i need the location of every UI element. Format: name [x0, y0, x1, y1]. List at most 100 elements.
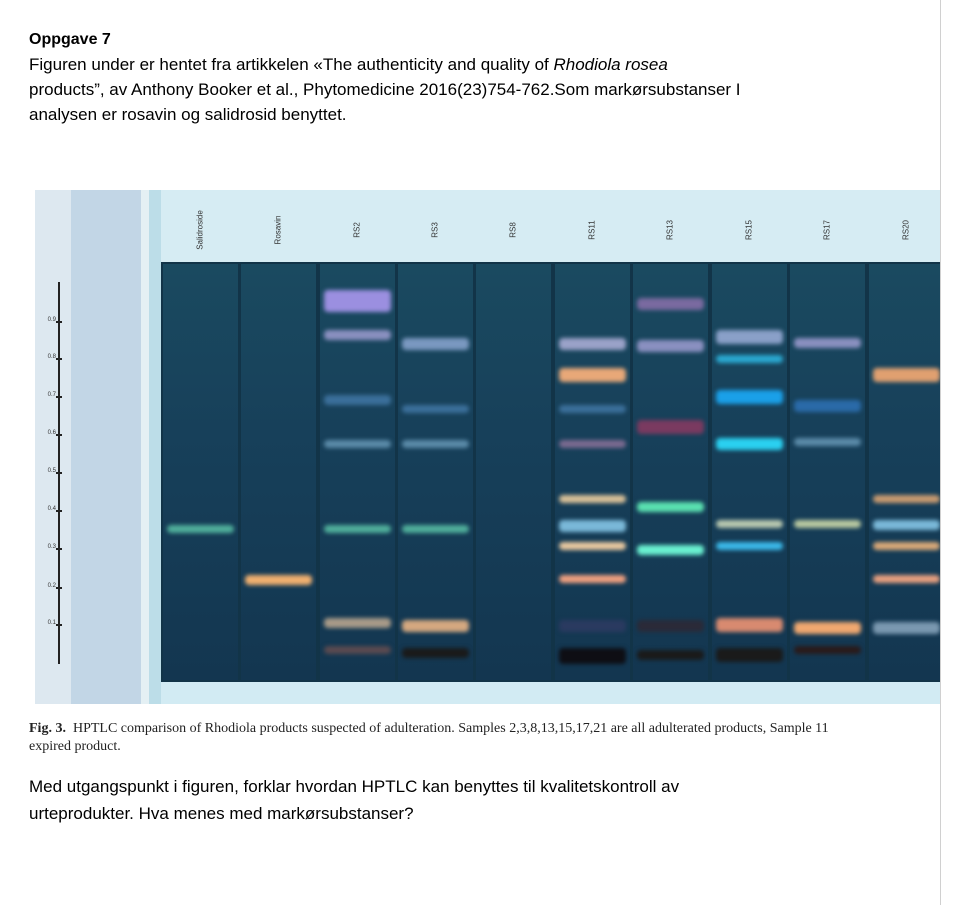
lane-band	[167, 525, 234, 533]
lane-band	[794, 622, 861, 634]
lane-label: Salidroside	[193, 200, 207, 260]
lane-rs15	[712, 264, 787, 680]
lane-band	[559, 440, 626, 448]
question-paragraph: Med utgangspunkt i figuren, forklar hvor…	[29, 773, 909, 827]
lane-band	[637, 502, 704, 512]
rf-tick	[56, 587, 62, 589]
rf-tick-label: 0.2	[47, 583, 56, 589]
lane-label-text: RS13	[665, 219, 675, 241]
caption-line-1: Fig. 3. HPTLC comparison of Rhodiola pro…	[29, 720, 939, 738]
rf-tick-label: 0.5	[47, 468, 56, 474]
rf-tick-label: 0.7	[47, 392, 56, 398]
lane-rs17	[790, 264, 865, 680]
rf-tick	[56, 624, 62, 626]
lane-rs11	[555, 264, 630, 680]
rf-tick	[56, 548, 62, 550]
lane-band	[794, 438, 861, 446]
lane-label-text: RS3	[430, 222, 440, 238]
rf-tick-label: 0.4	[47, 506, 56, 512]
intro-line-1-text: Figuren under er hentet fra artikkelen «…	[29, 55, 554, 74]
lane-band	[559, 542, 626, 550]
lane-band	[559, 575, 626, 583]
species-name: Rhodiola rosea	[553, 55, 668, 74]
lane-label: RS13	[663, 200, 677, 260]
lane-label: RS3	[428, 200, 442, 260]
lane-label: RS8	[506, 200, 520, 260]
lane-label: RS11	[585, 200, 599, 260]
intro-paragraph: Figuren under er hentet fra artikkelen «…	[29, 52, 829, 127]
lane-band	[324, 440, 391, 448]
figure-margin-panel	[35, 190, 71, 704]
lane-band	[559, 620, 626, 632]
lane-rs20	[869, 264, 940, 680]
lane-band	[637, 545, 704, 555]
lane-label-text: RS8	[508, 222, 518, 238]
lane-label: RS20	[899, 200, 913, 260]
figure-divider	[141, 190, 149, 704]
caption-text-1: HPTLC comparison of Rhodiola products su…	[72, 721, 829, 736]
lane-salidroside	[163, 264, 238, 680]
lane-band	[873, 622, 940, 634]
rf-tick-label: 0.6	[47, 430, 56, 436]
lane-label-text: RS17	[822, 219, 832, 241]
lane-band	[716, 542, 783, 550]
rf-tick	[56, 472, 62, 474]
lane-band	[637, 650, 704, 660]
lane-band	[716, 618, 783, 632]
lane-label: RS15	[742, 200, 756, 260]
lane-band	[716, 520, 783, 528]
lane-band	[324, 646, 391, 654]
intro-line-1: Figuren under er hentet fra artikkelen «…	[29, 52, 829, 77]
lane-label-text: Salidroside	[195, 210, 205, 250]
lane-label: RS17	[820, 200, 834, 260]
question-line-2: urteprodukter. Hva menes med markørsubst…	[29, 804, 414, 823]
rf-tick-label: 0.1	[47, 620, 56, 626]
lane-band	[559, 368, 626, 382]
lane-band	[324, 330, 391, 340]
figure-side-panel	[71, 190, 141, 704]
lane-band	[873, 368, 940, 382]
task-heading: Oppgave 7	[29, 31, 111, 48]
lane-rosavin	[241, 264, 316, 680]
lane-band	[794, 646, 861, 654]
lane-band	[559, 338, 626, 350]
lane-band	[324, 618, 391, 628]
rf-tick-label: 0.9	[47, 317, 56, 323]
rf-tick	[56, 434, 62, 436]
rf-tick	[56, 358, 62, 360]
lane-band	[794, 400, 861, 412]
lane-rs8	[476, 264, 551, 680]
lane-band	[402, 405, 469, 413]
lane-rs3	[398, 264, 473, 680]
lane-label-text: RS2	[352, 222, 362, 238]
intro-line-3: analysen er rosavin og salidrosid benytt…	[29, 105, 347, 124]
lane-band	[559, 495, 626, 503]
lane-band	[245, 575, 312, 585]
lane-band	[324, 525, 391, 533]
lane-band	[716, 438, 783, 450]
lane-band	[873, 542, 940, 550]
page-edge	[940, 0, 941, 905]
lane-label-text: RS15	[744, 219, 754, 241]
lane-band	[716, 648, 783, 662]
lane-band	[402, 525, 469, 533]
lane-label-text: Rosavin	[273, 215, 283, 245]
rf-tick-label: 0.3	[47, 544, 56, 550]
lane-band	[559, 405, 626, 413]
figure-caption: Fig. 3. HPTLC comparison of Rhodiola pro…	[29, 720, 939, 756]
lane-band	[873, 575, 940, 583]
lane-band	[716, 355, 783, 363]
question-line-1: Med utgangspunkt i figuren, forklar hvor…	[29, 777, 680, 796]
lane-band	[637, 298, 704, 310]
lane-band	[873, 495, 940, 503]
rf-tick	[56, 510, 62, 512]
lane-label: Rosavin	[271, 200, 285, 260]
plate-bottom-strip	[161, 682, 940, 704]
lane-band	[637, 340, 704, 352]
lane-band	[402, 648, 469, 658]
rf-tick	[56, 321, 62, 323]
lane-band	[637, 620, 704, 632]
lane-rs13	[633, 264, 708, 680]
lane-band	[637, 420, 704, 434]
caption-fig-label: Fig. 3.	[29, 721, 66, 736]
